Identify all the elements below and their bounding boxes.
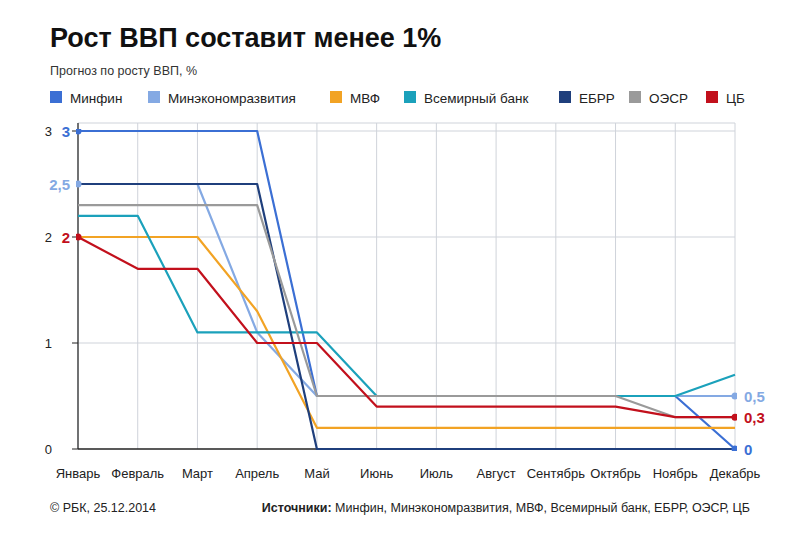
sources: Источники: Минфин, Минэкономразвития, МВ… <box>262 501 750 515</box>
credit: © РБК, 25.12.2014 <box>50 501 156 515</box>
grid-line-x <box>436 123 437 449</box>
series-line <box>78 131 735 449</box>
x-tick-label: Март <box>182 466 213 481</box>
source-list: Минфин, Минэкономразвития, МВФ, Всемирны… <box>335 501 750 515</box>
series-line <box>78 184 735 449</box>
series-line <box>78 216 735 396</box>
legend-item: Минфин <box>50 91 122 106</box>
x-tick-label: Июль <box>420 466 453 481</box>
x-tick-label: Февраль <box>111 466 164 481</box>
grid-line-x <box>735 123 736 449</box>
legend-item: ЦБ <box>706 91 745 106</box>
subtitle: Прогноз по росту ВВП, % <box>50 64 197 78</box>
x-tick-label: Ноябрь <box>653 466 698 481</box>
annotation: 2 <box>62 229 70 246</box>
annotation-dot <box>76 234 82 241</box>
legend-label: ОЭСР <box>649 91 688 106</box>
annotation-dot <box>76 129 82 135</box>
annotation: 0,3 <box>744 409 765 426</box>
grid-line-x <box>137 123 138 449</box>
x-tick-label: Август <box>477 466 516 481</box>
annotation: 0 <box>744 441 752 458</box>
y-tick <box>72 343 78 344</box>
x-tick-label: Сентябрь <box>527 466 585 481</box>
series-lines <box>78 131 735 449</box>
grid <box>72 123 735 449</box>
annotation-dot <box>732 446 738 452</box>
y-tick-label: 2 <box>45 230 52 245</box>
legend-label: ЕБРР <box>579 91 615 106</box>
legend-item: МВФ <box>330 91 380 106</box>
legend-label: МВФ <box>350 91 380 106</box>
grid-line-x <box>555 123 556 449</box>
grid-line-x <box>675 123 676 449</box>
grid-line-x <box>197 123 198 449</box>
legend-label: ЦБ <box>726 91 745 106</box>
series-line <box>78 237 735 417</box>
legend-item: Минэкономразвития <box>148 91 296 106</box>
legend-swatch <box>629 91 641 103</box>
grid-line-y <box>78 343 735 344</box>
legend-swatch <box>148 91 160 103</box>
annotation: 3 <box>62 123 70 140</box>
x-tick-label: Декабрь <box>710 466 761 481</box>
x-tick-label: Май <box>304 466 329 481</box>
grid-line-x <box>376 123 377 449</box>
x-tick-label: Январь <box>56 466 101 481</box>
legend-swatch <box>404 91 416 103</box>
legend-label: Минфин <box>70 91 122 106</box>
series-line <box>78 237 735 428</box>
annotation-dot <box>732 393 738 400</box>
legend-swatch <box>706 91 718 103</box>
legend-swatch <box>330 91 342 103</box>
legend-swatch <box>50 91 62 103</box>
annotation-dot <box>732 414 738 421</box>
legend-swatch <box>559 91 571 103</box>
grid-line-x <box>78 123 79 449</box>
series-line <box>78 184 735 396</box>
y-axis <box>77 123 78 449</box>
annotation-dot <box>76 181 82 188</box>
legend-item: ОЭСР <box>629 91 688 106</box>
chart: Рост ВВП составит менее 1% Прогноз по рос… <box>0 0 800 533</box>
title: Рост ВВП составит менее 1% <box>50 23 441 53</box>
grid-line-x <box>496 123 497 449</box>
source-label: Источники: <box>262 501 335 515</box>
y-tick-label: 3 <box>45 124 52 139</box>
x-tick-label: Апрель <box>235 466 279 481</box>
grid-line-x <box>316 123 317 449</box>
series-line <box>78 205 735 417</box>
legend-label: Минэкономразвития <box>168 91 296 106</box>
legend-label: Всемирный банк <box>424 91 528 106</box>
x-tick-label: Октябрь <box>590 466 641 481</box>
legend-item: ЕБРР <box>559 91 615 106</box>
y-tick-label: 1 <box>45 336 52 351</box>
y-tick-label: 0 <box>45 442 52 457</box>
annotation: 0,5 <box>744 388 765 405</box>
grid-line-x <box>257 123 258 449</box>
grid-line-x <box>615 123 616 449</box>
y-tick <box>72 449 78 450</box>
legend-item: Всемирный банк <box>404 91 528 106</box>
x-tick-label: Июнь <box>360 466 393 481</box>
frame-top <box>78 123 735 124</box>
annotation: 2,5 <box>49 176 70 193</box>
